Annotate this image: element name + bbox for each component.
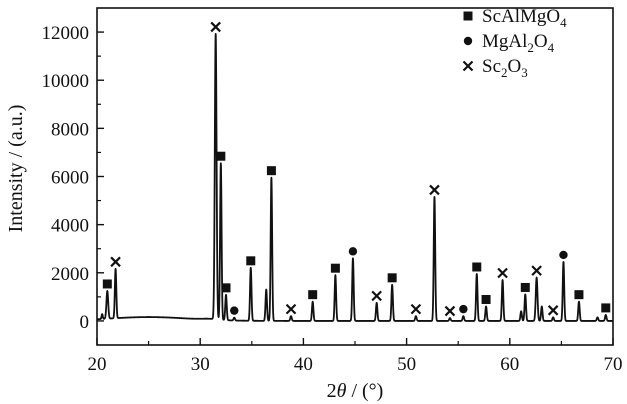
axis-ticks: 20 30 40 50 60 70 0 2000 4000 6000 8000 10000 12000 (42, 23, 623, 375)
y-tick-label: 2000 (51, 264, 89, 285)
legend-subscript: 3 (521, 65, 528, 80)
peak-marker-circle (348, 247, 358, 256)
peak-marker-circle (459, 304, 468, 314)
peak-marker-square (330, 263, 340, 273)
peak-marker-circle (559, 250, 568, 260)
peak-marker-cross (547, 305, 559, 316)
x-tick-label: 70 (604, 354, 623, 375)
peak-markers (102, 21, 611, 317)
peak-marker-square (574, 290, 584, 300)
legend-subscript: 2 (527, 40, 534, 55)
legend-marker-cross (462, 60, 474, 72)
y-tick-label: 4000 (51, 216, 89, 237)
peak-marker-cross (531, 265, 542, 276)
x-axis-title-unit: / (°) (346, 380, 383, 402)
x-tick-label: 40 (294, 354, 313, 375)
peak-marker-square (216, 151, 226, 161)
y-axis-title: Intensity / (a.u.) (5, 105, 27, 233)
legend-text-part: Sc (482, 56, 501, 77)
x-tick-label: 60 (500, 354, 519, 375)
x-axis-title-part-a: 2 (327, 380, 337, 402)
peak-marker-cross (371, 290, 382, 302)
x-tick-label: 50 (397, 354, 416, 375)
x-tick-label: 30 (191, 354, 210, 375)
y-tick-label: 8000 (51, 119, 89, 140)
peak-marker-cross (110, 256, 121, 268)
legend-text-part: MgAl (482, 31, 527, 52)
peak-marker-square (387, 273, 397, 283)
peak-marker-circle (230, 306, 239, 315)
legend-subscript: 4 (548, 40, 555, 55)
legend-text-part: O (508, 56, 522, 77)
legend-subscript: 2 (501, 65, 508, 80)
peak-marker-square (520, 282, 530, 292)
x-tick-label: 20 (88, 354, 107, 375)
peak-marker-cross (429, 184, 440, 196)
y-tick-label: 12000 (42, 23, 90, 44)
peak-marker-square (266, 166, 276, 176)
peak-marker-square (601, 303, 611, 313)
peak-marker-square (221, 283, 231, 293)
legend-marker-circle (463, 36, 473, 46)
legend-marker-square (463, 11, 473, 21)
peak-marker-cross (444, 305, 456, 317)
peak-marker-square (102, 279, 112, 289)
legend-text-part: ScAlMgO (482, 6, 560, 27)
spectrum-layer (96, 33, 614, 322)
xrd-spectrum-line (96, 33, 614, 322)
y-tick-label: 10000 (42, 71, 90, 92)
x-axis-title-theta: θ (337, 380, 347, 402)
peak-marker-square (481, 294, 491, 304)
x-axis-title: 2θ / (°) (327, 380, 384, 402)
peak-marker-square (472, 262, 482, 272)
legend-entry: ScAlMgO4 (482, 6, 567, 30)
peak-marker-square (246, 256, 256, 266)
peak-marker-cross (210, 21, 221, 33)
legend-entry: MgAl2O4 (482, 31, 555, 55)
peak-marker-cross (497, 267, 508, 279)
peak-marker-cross (410, 303, 422, 315)
legend-text-part: O (534, 31, 548, 52)
y-tick-label: 6000 (51, 168, 89, 189)
legend-subscript: 4 (560, 15, 567, 30)
legend-entry: Sc2O3 (482, 56, 528, 80)
y-tick-label: 0 (80, 312, 90, 333)
peak-marker-cross (285, 303, 297, 315)
peak-marker-square (308, 290, 318, 300)
